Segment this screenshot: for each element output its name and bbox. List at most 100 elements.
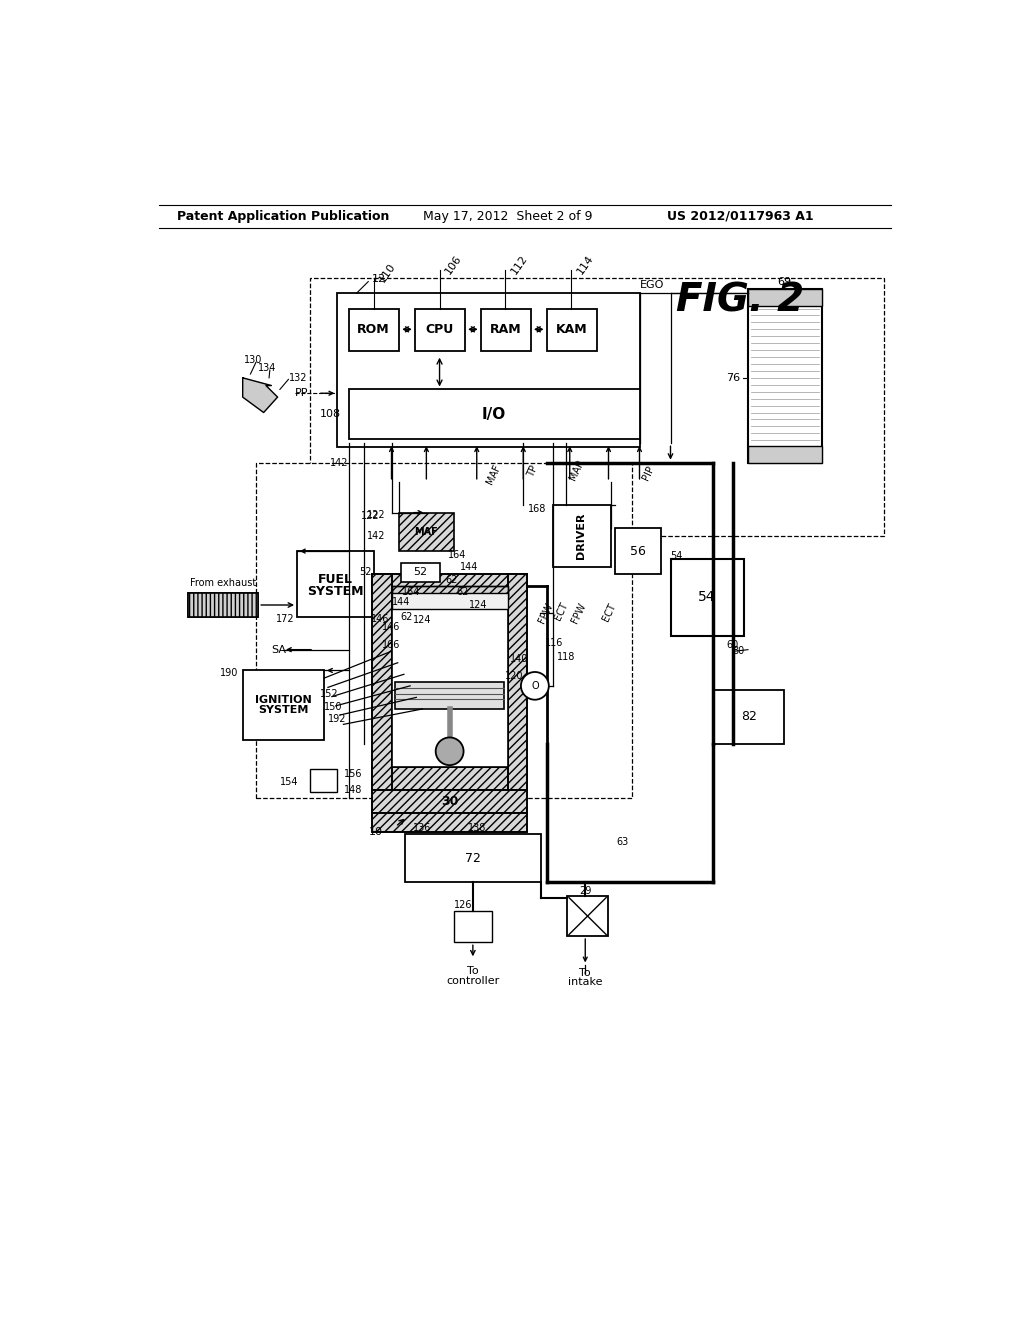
Text: 82: 82 <box>740 710 757 723</box>
Text: 106: 106 <box>443 253 464 276</box>
Bar <box>671 558 744 636</box>
Text: 124: 124 <box>469 601 487 610</box>
Text: 190: 190 <box>220 668 239 677</box>
Text: PIP: PIP <box>641 463 656 482</box>
Bar <box>243 671 324 739</box>
Text: 146: 146 <box>382 622 400 631</box>
Text: 29: 29 <box>579 887 592 896</box>
Bar <box>188 594 258 616</box>
Text: ROM: ROM <box>357 323 390 335</box>
Bar <box>748 289 821 462</box>
Text: 168: 168 <box>528 504 547 513</box>
Text: 142: 142 <box>367 531 385 541</box>
Bar <box>395 682 504 709</box>
Text: PP: PP <box>295 388 308 399</box>
Text: 110: 110 <box>378 261 397 284</box>
Text: MAF: MAF <box>415 527 438 537</box>
Text: 118: 118 <box>557 652 575 663</box>
Text: SYSTEM: SYSTEM <box>307 585 364 598</box>
Text: 144: 144 <box>460 561 478 572</box>
Bar <box>614 528 662 574</box>
Bar <box>391 594 508 609</box>
Text: 124: 124 <box>414 615 432 626</box>
Bar <box>297 552 375 616</box>
Text: 148: 148 <box>344 785 361 795</box>
Bar <box>567 896 607 936</box>
Text: 132: 132 <box>289 372 307 383</box>
Bar <box>748 289 821 306</box>
Text: FPW: FPW <box>569 601 588 624</box>
Text: 72: 72 <box>465 851 481 865</box>
Text: controller: controller <box>446 975 500 986</box>
Bar <box>508 574 527 789</box>
Bar <box>480 309 531 351</box>
Text: TP: TP <box>525 465 540 479</box>
Text: To: To <box>580 968 591 978</box>
Text: 54: 54 <box>698 590 716 605</box>
Text: IGNITION: IGNITION <box>255 694 311 705</box>
Text: FUEL: FUEL <box>318 573 353 586</box>
Text: 60: 60 <box>726 640 738 649</box>
Text: KAM: KAM <box>555 323 587 335</box>
Text: 134: 134 <box>258 363 276 372</box>
Text: 69: 69 <box>777 277 792 286</box>
Circle shape <box>435 738 464 766</box>
Text: DRIVER: DRIVER <box>577 512 587 558</box>
Bar <box>310 277 884 536</box>
Text: 164: 164 <box>449 550 467 560</box>
Bar <box>372 574 527 594</box>
Text: From exhaust: From exhaust <box>190 578 256 589</box>
Text: 10: 10 <box>369 828 383 837</box>
Bar <box>372 813 527 832</box>
Bar <box>310 770 337 792</box>
Text: To: To <box>467 966 478 975</box>
Bar <box>391 586 508 598</box>
Text: 146: 146 <box>371 614 389 624</box>
Text: 166: 166 <box>382 640 400 649</box>
Text: 156: 156 <box>343 770 362 779</box>
Text: 76: 76 <box>726 372 740 383</box>
Text: 150: 150 <box>325 702 343 711</box>
Bar <box>337 293 640 447</box>
Text: 126: 126 <box>454 900 472 911</box>
Bar <box>748 446 821 462</box>
Bar <box>415 309 465 351</box>
Bar <box>256 462 632 797</box>
Text: 80: 80 <box>732 647 744 656</box>
Text: SYSTEM: SYSTEM <box>258 705 308 715</box>
Text: 154: 154 <box>280 777 299 787</box>
Text: 144: 144 <box>392 597 411 607</box>
Text: 152: 152 <box>321 689 339 698</box>
Text: 63: 63 <box>616 837 629 847</box>
Bar <box>372 789 527 813</box>
Text: O: O <box>531 681 540 690</box>
Bar <box>399 512 454 552</box>
Bar <box>188 594 258 616</box>
Bar <box>372 767 527 789</box>
Bar <box>714 690 783 743</box>
Text: MAP: MAP <box>568 458 586 482</box>
Bar <box>372 789 527 813</box>
Bar <box>372 574 391 789</box>
Text: 130: 130 <box>245 355 263 366</box>
Text: FPW: FPW <box>538 601 555 624</box>
Bar <box>553 504 611 566</box>
Bar <box>372 813 527 832</box>
Text: 12: 12 <box>372 275 386 284</box>
Circle shape <box>521 672 549 700</box>
Text: 108: 108 <box>319 409 341 418</box>
Text: 112: 112 <box>509 253 529 276</box>
Text: I/O: I/O <box>481 407 506 421</box>
Text: 140: 140 <box>510 653 528 664</box>
Bar <box>391 586 508 598</box>
Text: 52: 52 <box>413 566 427 577</box>
Text: 192: 192 <box>328 714 346 723</box>
Text: 54: 54 <box>671 552 683 561</box>
Text: 142: 142 <box>331 458 349 467</box>
Bar <box>454 911 493 942</box>
Text: 164: 164 <box>401 587 420 597</box>
Bar <box>406 834 541 882</box>
Text: 30: 30 <box>441 795 459 808</box>
Bar <box>372 767 527 789</box>
Bar <box>400 562 439 582</box>
